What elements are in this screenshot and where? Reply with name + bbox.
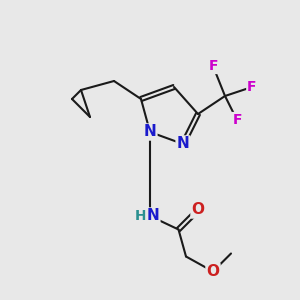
Text: N: N (147, 208, 159, 224)
Text: N: N (144, 124, 156, 140)
Text: F: F (247, 80, 257, 94)
Text: F: F (208, 59, 218, 73)
Text: O: O (191, 202, 205, 217)
Text: O: O (206, 264, 220, 279)
Text: H: H (135, 209, 146, 223)
Text: F: F (232, 113, 242, 127)
Text: N: N (177, 136, 189, 152)
